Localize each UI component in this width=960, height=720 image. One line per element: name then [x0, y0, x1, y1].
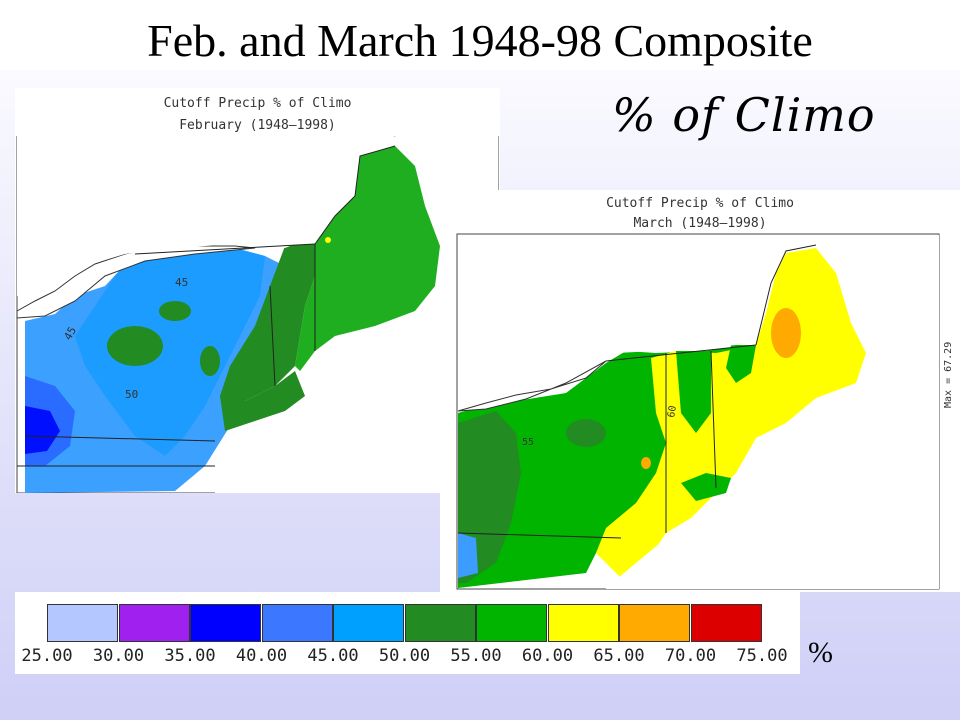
colorbar-tick-label: 70.00: [664, 646, 717, 666]
colorbar-swatch: [404, 604, 476, 642]
colorbar-tick-label: 35.00: [164, 646, 216, 666]
feb-patch-green-3: [159, 301, 191, 321]
colorbar-swatch: [476, 604, 547, 642]
march-map: 60 55: [456, 233, 940, 590]
colorbar-swatch: [690, 604, 762, 642]
feb-ocean: [215, 296, 500, 493]
colorbar-swatch: [619, 604, 690, 642]
march-map-period: March (1948–1998): [633, 216, 767, 231]
february-map-period: February (1948–1998): [179, 118, 336, 133]
colorbar-tick-label: 60.00: [521, 646, 574, 666]
colorbar-tick-label: 45.00: [307, 646, 359, 666]
colorbar-tick-label: 50.00: [378, 646, 431, 666]
mar-patch-orange-ny: [641, 457, 651, 469]
feb-region-dark-blue: [25, 406, 60, 454]
colorbar-tick-label: 30.00: [92, 646, 145, 666]
feb-contour-label-1: 45: [175, 276, 188, 289]
slide-title: Feb. and March 1948-98 Composite: [147, 15, 813, 66]
colorbar-tick-label: 65.00: [593, 646, 645, 666]
colorbar-swatch: [47, 604, 118, 642]
colorbar-tick-label: 55.00: [450, 646, 502, 666]
colorbar-swatch: [190, 604, 261, 642]
feb-patch-green-1: [107, 326, 163, 366]
february-map-title: Cutoff Precip % of Climo: [163, 96, 352, 111]
mar-region-green-nh: [726, 345, 756, 383]
mar-patch-green-ny: [566, 419, 606, 447]
feb-contour-label-3: 50: [125, 388, 138, 401]
feb-north-blank: [17, 136, 498, 296]
slide-subtitle: % of Climo: [612, 88, 876, 142]
march-map-title: Cutoff Precip % of Climo: [606, 196, 794, 211]
march-map-panel: Cutoff Precip % of Climo March (1948–199…: [440, 190, 960, 592]
colorbar-swatch: [261, 604, 333, 642]
colorbar-swatch: [547, 604, 619, 642]
feb-state-borders: [17, 145, 396, 467]
mar-state-borders: [457, 244, 817, 539]
feb-region-green-dark: [220, 244, 315, 421]
colorbar-swatch: [118, 604, 190, 642]
unit-label: %: [808, 636, 833, 669]
mar-ocean: [606, 363, 939, 589]
mar-lake-ontario: [457, 360, 607, 412]
feb-region-sky-blue: [75, 248, 265, 456]
feb-lake-ontario: [16, 245, 256, 319]
mar-region-blue-sw: [458, 533, 478, 578]
colorbar-tick-label: 25.00: [21, 646, 73, 666]
mar-contour-label-2: 55: [522, 437, 534, 448]
mar-patch-orange-maine: [771, 308, 801, 358]
colorbar-tick-label: 40.00: [235, 646, 288, 666]
mar-region-green-vt: [676, 351, 711, 433]
colorbar-swatch: [333, 604, 404, 642]
february-map: 45 45 50: [16, 136, 500, 493]
colorbar-panel: 25.00 30.00 35.00 40.00 45.00 50.00 55.00 60.00…: [15, 592, 800, 674]
feb-region-green: [295, 146, 440, 371]
february-map-panel: Cutoff Precip % of Climo February (1948–…: [15, 88, 500, 493]
mar-contour-label-1: 60: [666, 405, 679, 419]
feb-patch-yellow: [325, 237, 331, 243]
feb-contour-label-2: 45: [61, 325, 79, 343]
colorbar-tick-label: 75.00: [736, 646, 788, 666]
mar-region-green-ct: [681, 473, 731, 501]
mar-north-blank: [458, 235, 939, 411]
feb-patch-green-2: [200, 346, 220, 376]
march-max-label: Max = 67.29: [943, 341, 954, 408]
feb-region-green-south: [220, 371, 305, 431]
